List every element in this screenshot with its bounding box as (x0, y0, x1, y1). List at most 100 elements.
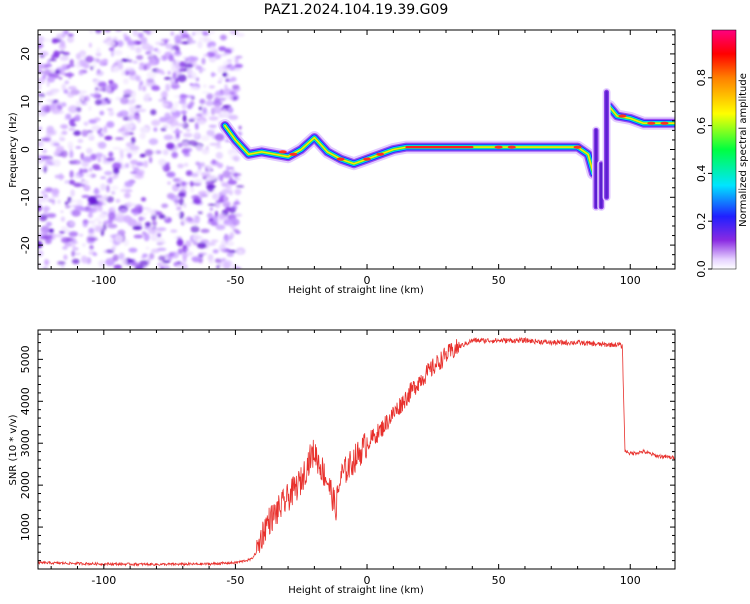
noise-blob (206, 129, 215, 137)
noise-blob (151, 213, 157, 221)
noise-blob (218, 46, 227, 52)
noise-blob (84, 55, 94, 63)
noise-blob (155, 237, 165, 243)
noise-blob (212, 193, 219, 200)
noise-blob (166, 142, 175, 150)
noise-blob (105, 40, 116, 47)
noise-blob (57, 261, 66, 265)
noise-blob (104, 135, 113, 141)
noise-blob (153, 48, 159, 52)
noise-blob (151, 119, 161, 126)
noise-blob (226, 59, 233, 62)
noise-blob (107, 223, 118, 229)
noise-blob (121, 58, 130, 62)
noise-blob (160, 103, 169, 107)
colorbar-tick-label: 0.8 (695, 69, 708, 87)
noise-blob (41, 190, 46, 195)
noise-blob (44, 259, 49, 265)
noise-blob (108, 47, 115, 51)
noise-blob (209, 207, 213, 211)
noise-blob (124, 70, 130, 76)
noise-blob (94, 187, 99, 195)
noise-blob (106, 121, 115, 128)
noise-blob (218, 97, 226, 101)
noise-blob (57, 102, 64, 105)
noise-blob (126, 202, 130, 209)
noise-blob (229, 218, 239, 222)
noise-blob (61, 83, 67, 92)
noise-blob (208, 116, 219, 121)
noise-blob (218, 213, 226, 220)
noise-blob (77, 138, 84, 143)
chart-title: PAZ1.2024.104.19.39.G09 (264, 2, 449, 18)
noise-blob (227, 166, 235, 170)
snr-frame (37, 329, 676, 570)
noise-blob (190, 180, 194, 188)
noise-blob (204, 37, 212, 42)
noise-blob (227, 106, 234, 114)
noise-blob (141, 213, 148, 216)
noise-blob (75, 146, 82, 149)
noise-blob (160, 127, 167, 132)
noise-blob (186, 95, 195, 98)
noise-blob (87, 196, 97, 204)
noise-blob (53, 50, 60, 59)
noise-blob (158, 98, 166, 102)
noise-blob (68, 179, 76, 185)
x-tick-label: -50 (226, 274, 244, 287)
noise-blob (200, 172, 211, 177)
noise-blob (141, 231, 147, 236)
noise-blob (71, 250, 75, 257)
noise-blob (145, 30, 152, 35)
x-tick-label: 100 (620, 274, 641, 287)
noise-blob (191, 256, 202, 262)
noise-blob (202, 107, 208, 115)
noise-blob (88, 237, 98, 241)
noise-blob (164, 112, 171, 120)
noise-blob (117, 229, 126, 236)
noise-blob (72, 159, 82, 165)
noise-blob (234, 230, 241, 234)
noise-blob (190, 225, 200, 233)
snr-plot: -100 -50 0 50 100 1000 2000 3000 4000 5000 Heigh… (8, 329, 676, 596)
noise-blob (70, 199, 77, 203)
noise-blob (75, 60, 81, 69)
noise-blob (45, 221, 53, 227)
noise-blob (132, 114, 140, 120)
noise-blob (46, 130, 55, 136)
noise-blob (158, 158, 167, 166)
noise-blob (222, 258, 226, 262)
noise-blob (104, 171, 113, 176)
noise-blob (205, 100, 214, 107)
colorbar-label: Normalized spectral amplitude (738, 73, 749, 227)
noise-blob (92, 62, 97, 69)
colorbar-tick-label: 0.0 (695, 260, 708, 278)
noise-blob (173, 101, 179, 108)
noise-blob (214, 133, 225, 141)
noise-blob (64, 180, 69, 184)
noise-blob (116, 158, 123, 164)
y-tick-label: -10 (19, 188, 32, 206)
noise-blob (211, 128, 216, 131)
noise-blob (88, 227, 95, 234)
noise-blob (52, 159, 61, 167)
noise-blob (112, 66, 120, 73)
noise-blob (212, 249, 219, 254)
noise-blob (214, 210, 219, 218)
noise-blob (192, 198, 202, 205)
noise-blob (86, 240, 96, 244)
x-tick-label: 50 (492, 274, 506, 287)
noise-blob (185, 217, 194, 222)
noise-blob (57, 199, 61, 205)
noise-blob (228, 250, 237, 253)
noise-blob (232, 56, 236, 60)
noise-blob (113, 167, 120, 175)
noise-blob (115, 198, 121, 203)
noise-blob (146, 78, 155, 83)
noise-blob (42, 266, 49, 269)
noise-blob (40, 105, 47, 111)
noise-blob (71, 258, 80, 265)
noise-blob (171, 65, 176, 72)
noise-blob (139, 62, 145, 67)
noise-blob (197, 40, 203, 49)
